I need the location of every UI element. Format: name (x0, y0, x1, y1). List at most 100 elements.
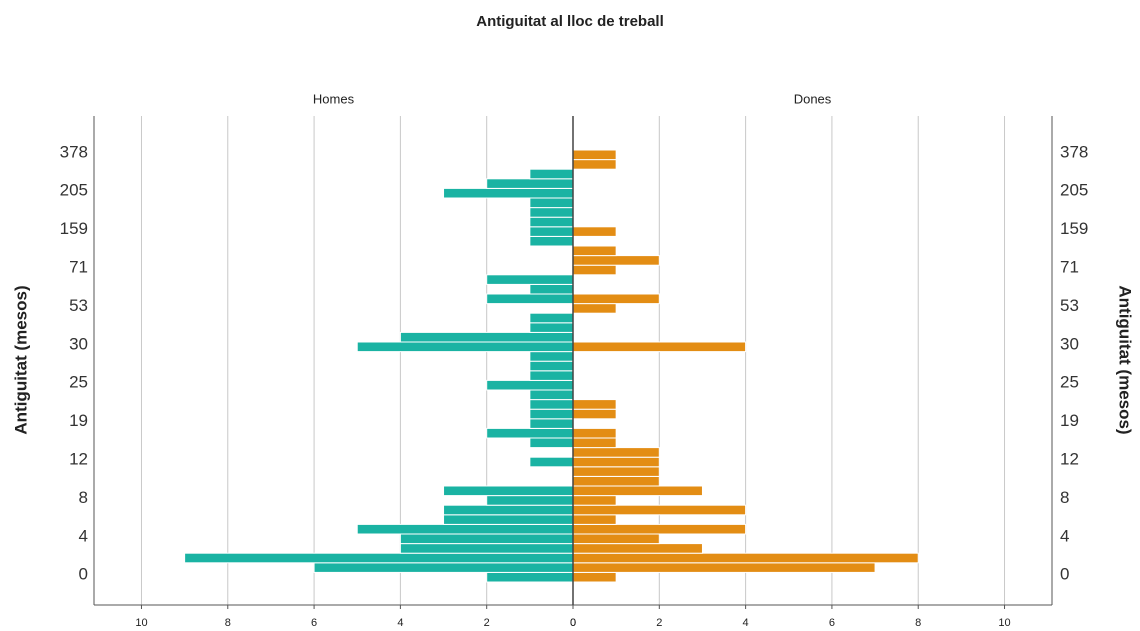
y-axis-label: Antiguitat (mesos) (11, 285, 30, 434)
y-tick-label-right: 205 (1060, 181, 1088, 200)
bar (572, 562, 876, 573)
bar (529, 437, 574, 449)
bar (572, 226, 617, 237)
x-tick-label: 2 (484, 617, 490, 629)
x-tick-label: 0 (570, 617, 576, 629)
bar (356, 341, 574, 353)
y-tick-label: 53 (69, 296, 88, 315)
y-tick-label-right: 159 (1060, 219, 1088, 238)
bar (572, 514, 617, 525)
bar (313, 562, 574, 573)
bar (529, 370, 574, 381)
x-tick-label: 2 (656, 617, 662, 629)
bar (486, 379, 574, 391)
bar (572, 245, 617, 257)
bar (399, 543, 574, 554)
bar (529, 312, 574, 324)
bar (529, 168, 574, 180)
bar (572, 159, 617, 170)
bar (399, 533, 574, 545)
y-tick-label: 71 (69, 257, 88, 276)
x-tick-label: 6 (311, 617, 317, 629)
bar (572, 533, 660, 545)
bar (529, 456, 574, 468)
bar (572, 543, 703, 554)
y-tick-label: 205 (60, 181, 88, 200)
bar (529, 216, 574, 228)
bar (356, 523, 574, 535)
x-tick-label: 8 (915, 617, 921, 629)
bar (529, 418, 574, 429)
bar (486, 274, 574, 285)
bar (572, 293, 660, 305)
y-tick-label: 378 (60, 142, 88, 161)
bar (572, 427, 617, 439)
y-axis-label-right: Antiguitat (mesos) (1116, 285, 1135, 434)
y-tick-label-right: 4 (1060, 526, 1069, 545)
bar (443, 485, 574, 497)
bar (529, 408, 574, 420)
bar (572, 495, 617, 506)
bar (529, 399, 574, 410)
y-tick-label-right: 8 (1060, 488, 1069, 507)
bar (572, 504, 747, 516)
bar (572, 447, 660, 458)
bar (572, 485, 703, 497)
y-tick-label-right: 19 (1060, 411, 1079, 430)
bar (572, 571, 617, 583)
y-tick-label: 25 (69, 373, 88, 392)
bar (529, 226, 574, 237)
x-tick-label: 10 (135, 617, 147, 629)
y-tick-label: 4 (79, 526, 88, 545)
bar (529, 197, 574, 209)
bar (529, 360, 574, 372)
bar (572, 264, 617, 276)
y-tick-label-right: 53 (1060, 296, 1079, 315)
bar (529, 322, 574, 333)
x-tick-label: 0 (570, 617, 576, 629)
bar (486, 495, 574, 506)
y-tick-label: 12 (69, 449, 88, 468)
bar (529, 235, 574, 247)
bar (529, 207, 574, 218)
bar (572, 303, 617, 314)
panel-title: Dones (794, 91, 832, 106)
y-tick-label-right: 25 (1060, 373, 1079, 392)
y-tick-label: 0 (79, 565, 88, 584)
y-tick-label-right: 71 (1060, 257, 1079, 276)
y-tick-label-right: 30 (1060, 334, 1079, 353)
bar (572, 475, 660, 487)
x-tick-label: 8 (225, 617, 231, 629)
x-tick-label: 4 (397, 617, 403, 629)
bar (486, 571, 574, 583)
bar (399, 331, 574, 343)
bar (443, 504, 574, 516)
bar (572, 255, 660, 266)
bar (572, 408, 617, 420)
bar (572, 149, 617, 161)
y-tick-label: 159 (60, 219, 88, 238)
bar (572, 456, 660, 468)
y-tick-label: 19 (69, 411, 88, 430)
panel-title: Homes (313, 91, 355, 106)
y-tick-label: 8 (79, 488, 88, 507)
bar (572, 341, 747, 353)
bar (486, 178, 574, 189)
bar (572, 399, 617, 410)
y-tick-label-right: 12 (1060, 449, 1079, 468)
x-tick-label: 10 (998, 617, 1010, 629)
y-tick-label: 30 (69, 334, 88, 353)
bar (529, 351, 574, 362)
bar (572, 523, 747, 535)
bar (443, 514, 574, 525)
y-tick-label-right: 378 (1060, 142, 1088, 161)
bar (184, 552, 574, 564)
bar (443, 187, 574, 199)
x-tick-label: 4 (743, 617, 749, 629)
bar (486, 427, 574, 439)
bar (529, 389, 574, 401)
bar (572, 552, 919, 564)
y-tick-label-right: 0 (1060, 565, 1069, 584)
bar (529, 283, 574, 295)
